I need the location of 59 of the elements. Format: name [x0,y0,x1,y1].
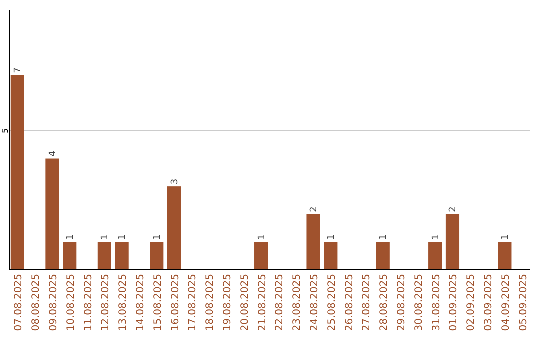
x-tick-label: 15.08.2025 [152,274,164,332]
bar [10,75,24,270]
x-tick-label: 16.08.2025 [170,274,182,332]
data-label: 2 [310,206,320,212]
x-tick-label: 03.09.2025 [484,274,495,332]
x-tick-label: 31.08.2025 [431,274,442,332]
x-tick-label: 07.08.2025 [14,274,25,332]
bar [254,242,268,270]
x-tick-label: 11.08.2025 [83,274,94,332]
data-label: 7 [14,68,24,74]
bar [46,158,60,270]
x-tick-label: 29.08.2025 [396,274,408,332]
x-tick-label: 19.08.2025 [222,274,234,332]
data-label: 4 [48,150,58,157]
x-tick-label: 14.08.2025 [135,274,146,332]
x-tick-label: 24.08.2025 [310,274,321,332]
x-tick-label: 26.08.2025 [344,274,356,332]
x-tick-label: 01.09.2025 [448,274,460,332]
data-label: 1 [431,234,442,240]
x-tick-label: 25.08.2025 [326,274,338,332]
x-tick-label: 10.08.2025 [66,274,77,332]
data-label: 1 [100,234,111,240]
x-tick-label: 28.08.2025 [379,274,390,332]
bar [98,242,112,270]
x-tick-label: 13.08.2025 [118,274,130,332]
bar [306,214,320,270]
x-tick-label: 17.08.2025 [188,274,199,332]
y-tick-label: 5 [1,128,10,134]
data-label: 1 [152,234,163,240]
x-tick-label: 08.08.2025 [31,274,42,332]
x-tick-label: 27.08.2025 [362,274,373,332]
bar [376,242,390,270]
data-label: 1 [66,234,76,240]
bar [498,242,512,270]
x-tick-label: 18.08.2025 [205,274,216,332]
bar [446,214,460,270]
x-tick-label: 30.08.2025 [414,274,425,332]
bar [150,242,164,270]
data-label: 1 [379,234,390,240]
x-tick-label: 02.09.2025 [466,274,478,332]
x-tick-label: 05.09.2025 [518,274,530,332]
bar [115,242,129,270]
data-label: 1 [257,234,268,240]
x-tick-label: 21.08.2025 [257,274,268,332]
data-label: 1 [118,234,128,240]
x-tick-label: 04.09.2025 [500,274,512,332]
bar [428,242,442,270]
x-tick-label: 20.08.2025 [240,274,251,332]
data-label: 3 [170,178,180,185]
data-label: 2 [448,206,459,212]
data-label: 1 [500,234,511,240]
x-tick-label: 23.08.2025 [292,274,304,332]
bar [167,186,182,270]
x-tick-label: 12.08.2025 [100,274,112,332]
bar [63,242,77,270]
bar [324,242,338,270]
data-label: 1 [326,234,337,240]
x-tick-label: 22.08.2025 [274,274,286,332]
x-tick-label: 09.08.2025 [48,274,60,332]
